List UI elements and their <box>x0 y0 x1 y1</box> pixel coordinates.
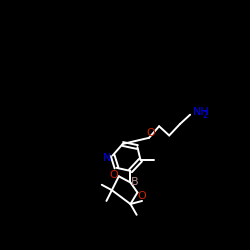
Text: NH: NH <box>192 106 209 117</box>
Text: O: O <box>137 190 146 200</box>
Text: O: O <box>146 128 155 138</box>
Text: B: B <box>130 177 138 187</box>
Text: N: N <box>103 153 112 163</box>
Text: 2: 2 <box>202 111 208 120</box>
Text: O: O <box>109 170 118 180</box>
